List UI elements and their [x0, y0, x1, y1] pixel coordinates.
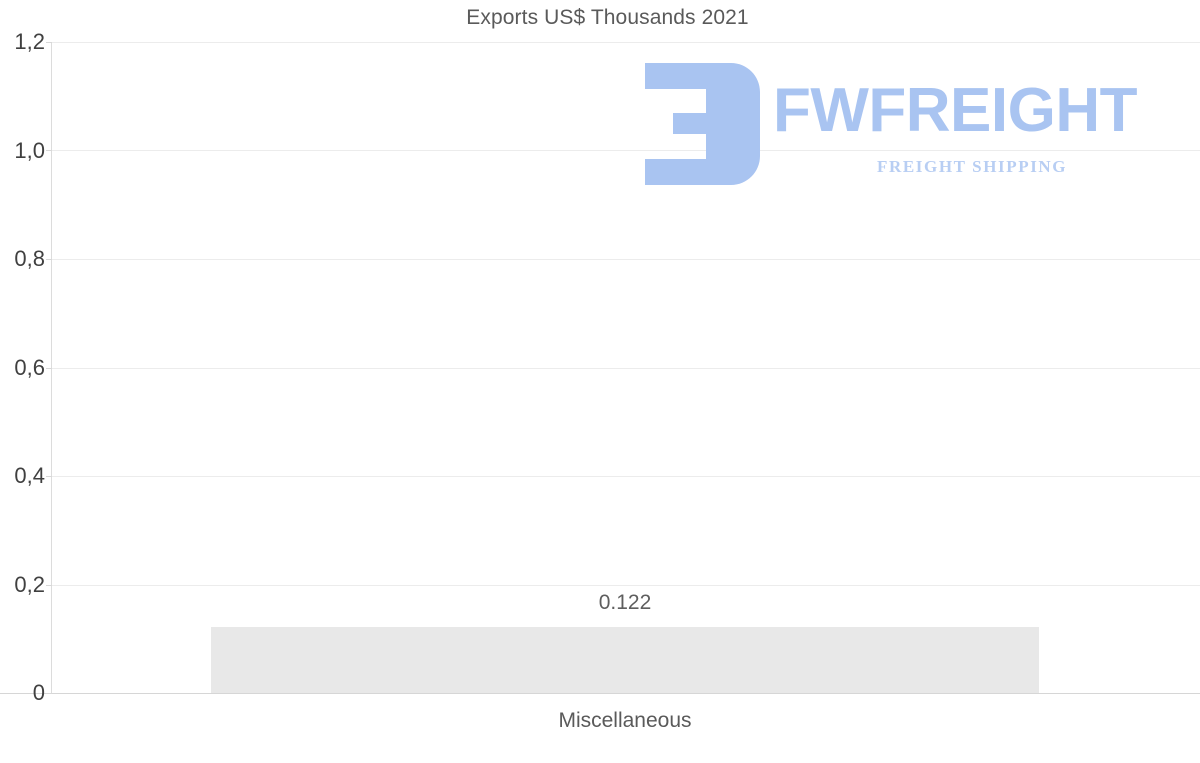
- y-tick-label-0-8: 0,8: [14, 246, 45, 271]
- y-tick-label-1-2: 1,2: [14, 29, 45, 54]
- gridline-0-4: [51, 476, 1200, 477]
- gridline-0-2: [51, 585, 1200, 586]
- y-tick-mark-0: [46, 693, 52, 694]
- y-tick-label-0-4: 0,4: [14, 463, 45, 488]
- y-tick-label-0-6: 0,6: [14, 355, 45, 380]
- y-tick-mark-1-2: [46, 42, 52, 43]
- y-tick-mark-0-6: [46, 368, 52, 369]
- y-tick-mark-0-8: [46, 259, 52, 260]
- chart-title: Exports US$ Thousands 2021: [466, 6, 749, 29]
- y-tick-label-0-2: 0,2: [14, 572, 45, 597]
- y-tick-label-0: 0: [32, 680, 45, 705]
- gridline-0-6: [51, 368, 1200, 369]
- bar-value-label-miscellaneous: 0.122: [598, 591, 652, 614]
- x-category-label-miscellaneous: Miscellaneous: [558, 709, 692, 732]
- y-tick-mark-1-0: [46, 150, 52, 151]
- y-tick-mark-0-2: [46, 585, 52, 586]
- y-tick-label-1-0: 1,0: [14, 138, 45, 163]
- gridline-1-2: [51, 42, 1200, 43]
- gridline-1-0: [51, 150, 1200, 151]
- bar-miscellaneous[interactable]: [211, 627, 1039, 693]
- axis-baseline: [0, 693, 1200, 694]
- y-tick-mark-0-4: [46, 476, 52, 477]
- gridline-0-8: [51, 259, 1200, 260]
